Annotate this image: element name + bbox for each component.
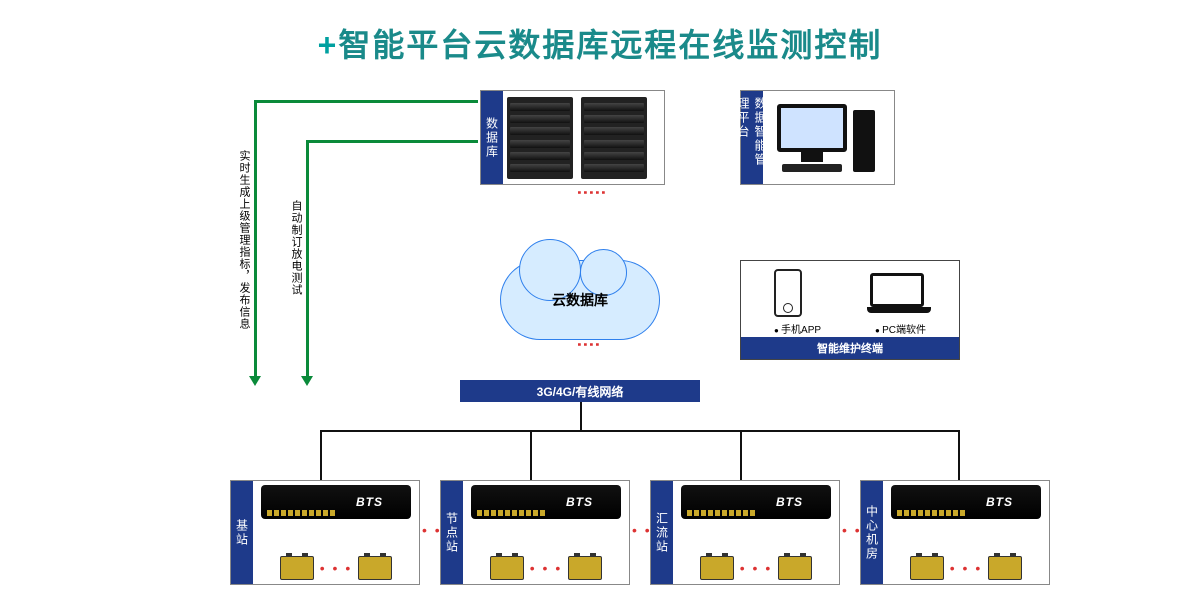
network-layer: 3G/4G/有线网络: [460, 380, 700, 402]
phone-icon: [774, 269, 802, 317]
ellipsis-icon: • •: [842, 522, 862, 538]
connector-line: [320, 430, 322, 480]
maintenance-terminal-node: 手机APP PC端软件 智能维护终端: [740, 260, 960, 360]
platform-label: 数据智能管理平台: [741, 91, 763, 184]
station-node: 中心机房 BTS • • •: [860, 480, 1050, 585]
green-arrow-outer-h: [254, 100, 478, 103]
desktop-pc-icon: [777, 104, 847, 172]
terminal-footer: 智能维护终端: [741, 337, 959, 359]
pc-tower-icon: [853, 110, 875, 172]
architecture-diagram: 实时生成上级管理指标，发布信息 自动制订放电测试 数据库 数据智能管理平台 ··…: [200, 90, 1070, 590]
bts-device-icon: BTS: [891, 485, 1041, 519]
cloud-database-node: 云数据库: [500, 260, 660, 340]
ellipsis-icon: • •: [632, 522, 652, 538]
arrow-down-icon: [249, 376, 261, 386]
battery-icon: [280, 556, 314, 580]
page-title: +智能平台云数据库远程在线监测控制: [318, 20, 883, 66]
connector-line: [320, 430, 960, 432]
terminal-label-phone: 手机APP: [774, 321, 821, 336]
arrow-down-icon: [301, 376, 313, 386]
battery-icon: [490, 556, 524, 580]
ellipsis-icon: • • •: [740, 560, 772, 576]
battery-icon: [358, 556, 392, 580]
green-arrow-inner-h: [306, 140, 478, 143]
ellipsis-icon: • • •: [950, 560, 982, 576]
database-node: 数据库: [480, 90, 665, 185]
dotted-connector-icon: ····: [576, 342, 600, 348]
station-node: 节点站 BTS • • •: [440, 480, 630, 585]
connector-line: [530, 430, 532, 480]
cloud-icon: 云数据库: [500, 260, 660, 340]
terminal-label-pc: PC端软件: [875, 321, 926, 336]
ellipsis-icon: • • •: [530, 560, 562, 576]
station-label: 中心机房: [861, 481, 883, 584]
ellipsis-icon: • • •: [320, 560, 352, 576]
title-plus-icon: +: [318, 27, 339, 63]
battery-icon: [988, 556, 1022, 580]
connector-line: [958, 430, 960, 480]
battery-icon: [778, 556, 812, 580]
ellipsis-icon: • •: [422, 522, 442, 538]
battery-icon: [910, 556, 944, 580]
connector-line: [580, 402, 582, 430]
server-rack-icon: [507, 97, 573, 179]
network-label: 3G/4G/有线网络: [537, 383, 624, 400]
station-label: 基站: [231, 481, 253, 584]
laptop-icon: [867, 273, 927, 313]
station-label: 节点站: [441, 481, 463, 584]
dotted-connector-icon: ·····: [576, 190, 606, 196]
bts-device-icon: BTS: [471, 485, 621, 519]
station-label: 汇流站: [651, 481, 673, 584]
bts-device-icon: BTS: [681, 485, 831, 519]
title-text: 智能平台云数据库远程在线监测控制: [338, 27, 882, 63]
cloud-label: 云数据库: [552, 290, 608, 310]
green-arrow-inner-v: [306, 140, 309, 378]
station-node: 基站 BTS • • •: [230, 480, 420, 585]
green-arrow-outer-v: [254, 100, 257, 378]
management-platform-node: 数据智能管理平台: [740, 90, 895, 185]
station-node: 汇流站 BTS • • •: [650, 480, 840, 585]
battery-icon: [700, 556, 734, 580]
green-label-inner: 自动制订放电测试: [288, 200, 304, 296]
green-label-outer: 实时生成上级管理指标，发布信息: [236, 150, 252, 330]
connector-line: [740, 430, 742, 480]
database-label: 数据库: [481, 91, 503, 184]
server-rack-icon: [581, 97, 647, 179]
bts-device-icon: BTS: [261, 485, 411, 519]
battery-icon: [568, 556, 602, 580]
